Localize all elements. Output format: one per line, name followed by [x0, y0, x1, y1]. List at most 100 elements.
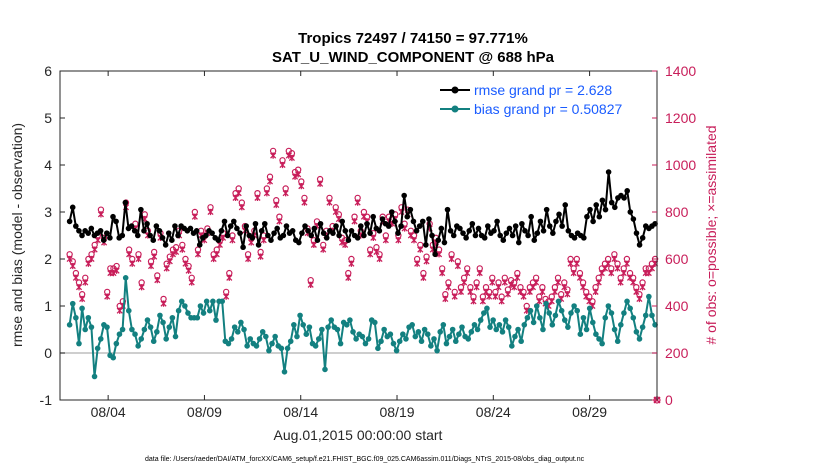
bias-point — [185, 310, 191, 316]
obs-assimilated-point — [229, 237, 236, 244]
rmse-point — [599, 197, 606, 204]
rmse-line — [68, 171, 656, 256]
rmse-point — [104, 230, 110, 236]
obs-assimilated-point — [307, 281, 314, 288]
bias-point — [474, 326, 481, 333]
rmse-point — [339, 218, 346, 225]
obs-assimilated-point — [88, 255, 95, 263]
bias-point — [375, 345, 381, 352]
rmse-point — [218, 228, 225, 234]
obs-assimilated-point — [504, 291, 511, 298]
rmse-point — [317, 220, 324, 227]
rmse-point — [73, 223, 79, 229]
bias-point — [400, 331, 406, 338]
bias-point — [537, 314, 543, 321]
bias-point — [415, 329, 422, 335]
rmse-point — [633, 230, 640, 236]
rmse-point — [506, 225, 513, 232]
bias-point — [387, 331, 394, 338]
rmse-point — [119, 232, 126, 239]
rmse-point — [537, 218, 544, 225]
obs-assimilated-point — [260, 237, 267, 244]
obs-assimilated-point — [138, 284, 145, 291]
y-axis-ticks: -1 0 1 2 3 4 5 6 — [40, 63, 65, 408]
rmse-point — [150, 237, 157, 243]
obs-assimilated-point — [69, 262, 76, 270]
bias-point — [125, 307, 132, 314]
bias-point — [328, 317, 335, 323]
rmse-point — [79, 232, 85, 239]
bias-point — [325, 324, 331, 330]
bias-point — [618, 322, 624, 328]
obs-assimilated-point — [473, 284, 480, 291]
bias-point — [509, 343, 515, 349]
rmse-point — [320, 230, 327, 236]
rmse-point — [280, 232, 287, 239]
obs-assimilated-point — [207, 208, 214, 216]
obs-assimilated-point — [586, 298, 593, 305]
obs-assimilated-point — [623, 260, 630, 267]
obs-assimilated-point — [351, 218, 358, 225]
bias-point — [269, 340, 275, 347]
rmse-point — [423, 242, 429, 248]
obs-assimilated-point — [520, 293, 527, 300]
obs-assimilated-series — [66, 152, 661, 404]
bias-point — [549, 322, 556, 328]
y-tick-label: 0 — [44, 345, 52, 361]
rmse-point — [419, 218, 426, 225]
bias-point — [471, 322, 478, 328]
bias-point — [206, 307, 213, 314]
bias-point — [543, 300, 549, 307]
obs-assimilated-point — [66, 255, 73, 263]
obs-assimilated-point — [420, 274, 427, 281]
obs-assimilated-point — [511, 284, 518, 291]
rmse-point — [543, 206, 550, 213]
rmse-point — [602, 206, 609, 213]
bias-point — [512, 333, 518, 340]
rmse-point — [196, 242, 203, 248]
rmse-point — [376, 228, 383, 234]
y2-tick-label: 400 — [665, 298, 689, 314]
obs-assimilated-point — [370, 234, 377, 241]
rmse-point — [401, 192, 407, 199]
bias-point — [527, 307, 534, 314]
rmse-point — [426, 216, 432, 222]
plot-frame — [59, 70, 658, 401]
bias-point — [565, 324, 571, 330]
rmse-point — [122, 199, 129, 206]
rmse-point — [258, 228, 265, 234]
bias-point — [428, 343, 434, 349]
obs-assimilated-point — [533, 279, 540, 286]
x-tick-label: 08/14 — [283, 404, 318, 420]
bias-point — [281, 369, 288, 375]
obs-assimilated-point — [188, 279, 195, 286]
obs-assimilated-point — [445, 284, 452, 291]
bias-point — [322, 366, 328, 373]
bias-point — [521, 322, 528, 328]
rmse-point — [367, 230, 373, 236]
rmse-point — [469, 220, 476, 227]
rmse-point — [485, 223, 491, 229]
rmse-point — [398, 223, 404, 229]
bias-point — [599, 340, 605, 347]
obs-assimilated-point — [554, 279, 562, 286]
rmse-point — [255, 242, 262, 248]
obs-assimilated-point — [517, 288, 524, 296]
bias-point — [256, 336, 263, 342]
bias-point — [540, 326, 546, 333]
bias-point — [614, 338, 621, 345]
obs-assimilated-point — [464, 269, 471, 277]
obs-assimilated-point — [301, 199, 308, 206]
obs-assimilated-point — [279, 161, 286, 169]
rmse-point — [237, 230, 243, 236]
rmse-point — [562, 202, 569, 208]
obs-assimilated-point — [492, 293, 499, 300]
rmse-point — [534, 230, 541, 236]
bias-point — [94, 345, 101, 352]
obs-assimilated-point — [116, 307, 123, 314]
obs-assimilated-point — [529, 284, 537, 291]
bias-point — [119, 326, 126, 333]
bias-point — [409, 322, 415, 328]
rmse-point — [608, 199, 615, 206]
bias-point — [646, 293, 652, 300]
